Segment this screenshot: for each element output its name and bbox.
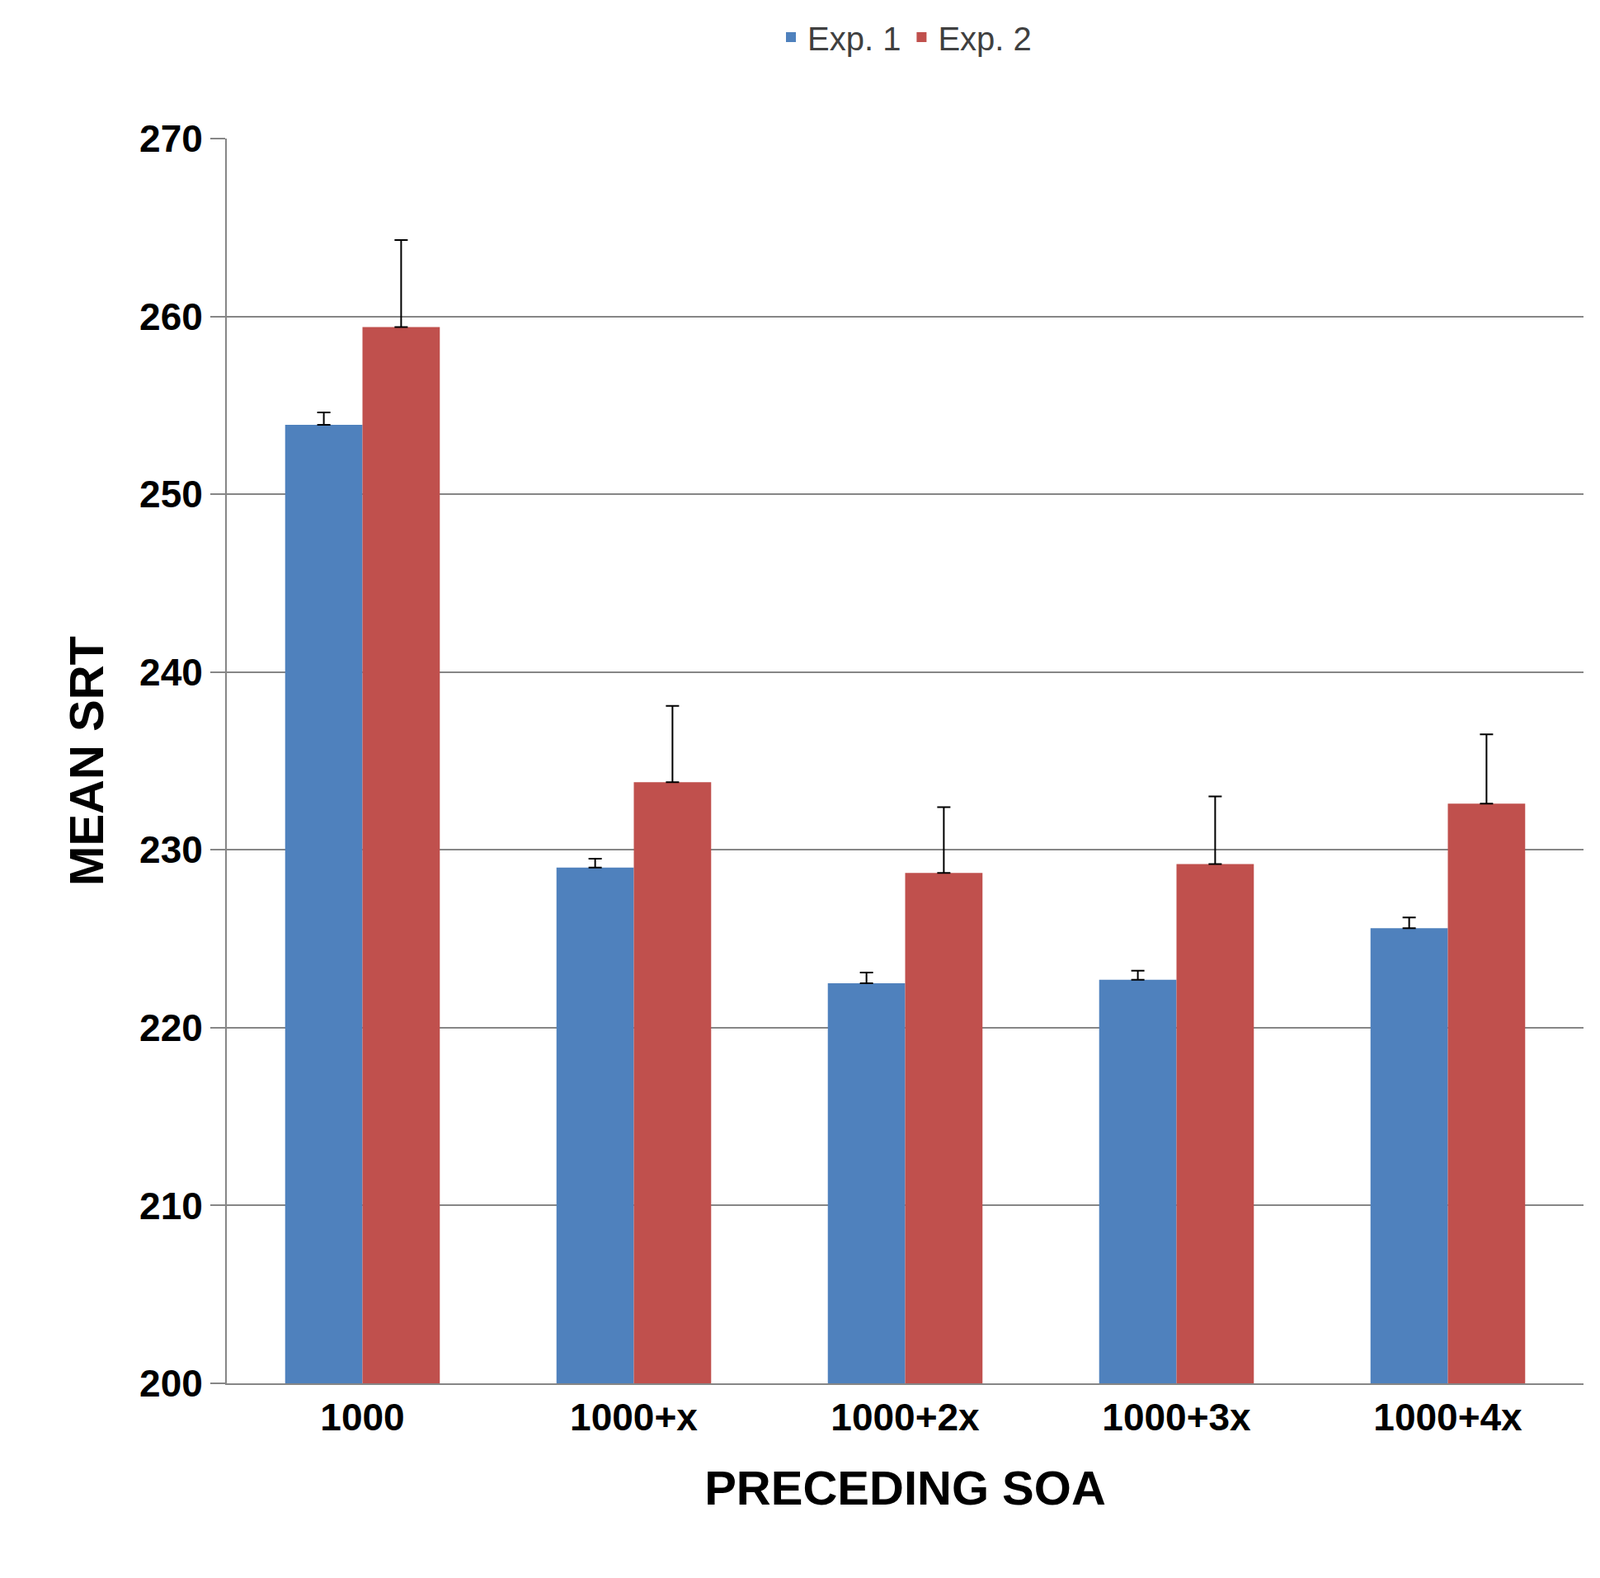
svg-text:1000+x: 1000+x	[569, 1395, 698, 1439]
svg-text:1000+3x: 1000+3x	[1101, 1395, 1252, 1439]
svg-text:200: 200	[139, 1361, 203, 1405]
svg-text:1000+4x: 1000+4x	[1373, 1395, 1523, 1439]
svg-text:250: 250	[139, 472, 203, 516]
svg-text:Exp. 2: Exp. 2	[937, 20, 1031, 57]
svg-text:230: 230	[139, 828, 203, 871]
svg-text:240: 240	[139, 650, 203, 694]
svg-text:1000: 1000	[320, 1395, 405, 1439]
svg-text:260: 260	[139, 295, 203, 339]
svg-text:MEAN SRT: MEAN SRT	[59, 635, 113, 886]
svg-text:220: 220	[139, 1006, 203, 1050]
svg-text:210: 210	[139, 1184, 203, 1228]
svg-text:PRECEDING SOA: PRECEDING SOA	[704, 1460, 1106, 1515]
svg-text:Exp. 1: Exp. 1	[807, 20, 901, 57]
svg-text:270: 270	[139, 117, 203, 160]
svg-text:1000+2x: 1000+2x	[830, 1395, 980, 1439]
